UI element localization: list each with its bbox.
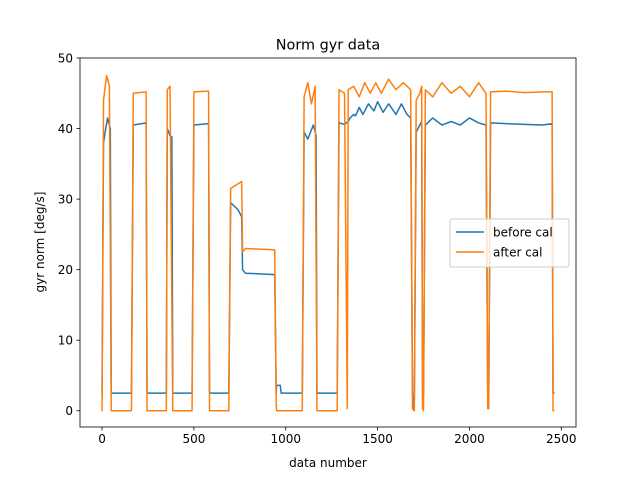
x-tick-label: 1000 bbox=[270, 432, 301, 446]
y-axis-label: gyr norm [deg/s] bbox=[33, 192, 47, 293]
chart-title: Norm gyr data bbox=[276, 38, 380, 54]
legend-label: after cal bbox=[493, 245, 543, 259]
series-line-before-cal bbox=[101, 100, 555, 410]
x-tick-label: 500 bbox=[182, 432, 205, 446]
axes-frame bbox=[79, 57, 577, 428]
x-axis-label: data number bbox=[289, 456, 367, 470]
x-tick-label: 2000 bbox=[454, 432, 485, 446]
y-tick-label: 40 bbox=[58, 122, 73, 136]
x-tick-label: 2500 bbox=[546, 432, 577, 446]
x-tick-label: 1500 bbox=[362, 432, 393, 446]
axes-layer: 0 500 1000 1500 2000 2500 0 10 20 30 40 50 bbox=[58, 51, 577, 446]
legend: before cal after cal bbox=[449, 218, 570, 268]
legend-label: before cal bbox=[493, 225, 553, 239]
y-tick-label: 0 bbox=[65, 404, 73, 418]
y-tick-label: 50 bbox=[58, 51, 73, 65]
series-layer bbox=[101, 74, 555, 412]
legend-box bbox=[449, 218, 570, 268]
x-tick-label: 0 bbox=[98, 432, 106, 446]
y-tick-label: 30 bbox=[58, 192, 73, 206]
y-tick-label: 20 bbox=[58, 263, 73, 277]
y-tick-label: 10 bbox=[58, 334, 73, 348]
series-line-after-cal bbox=[101, 74, 555, 412]
